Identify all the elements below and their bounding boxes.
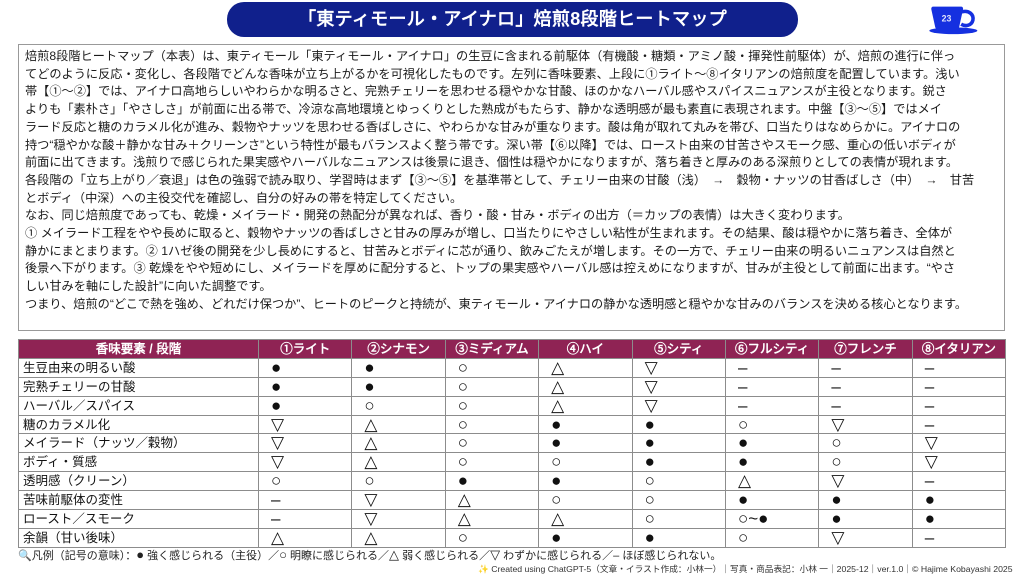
svg-text:23: 23: [942, 14, 952, 24]
